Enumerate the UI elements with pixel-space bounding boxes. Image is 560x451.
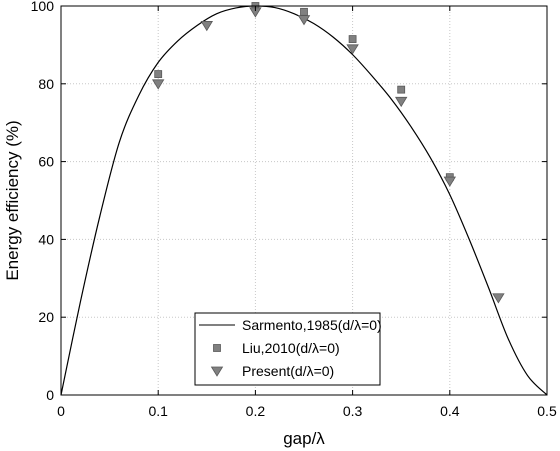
liu-marker-4 xyxy=(397,85,406,94)
liu-marker-0 xyxy=(154,70,163,78)
y-tick-label-3: 60 xyxy=(38,154,54,170)
legend-entry-sarmento: Sarmento,1985(d/λ=0) xyxy=(242,317,382,333)
liu-marker-3 xyxy=(348,35,357,43)
x-tick-label-2: 0.2 xyxy=(246,403,266,419)
y-tick-label-2: 40 xyxy=(38,231,54,247)
present-marker-1 xyxy=(200,21,214,32)
legend-entry-present: Present(d/λ=0) xyxy=(242,363,334,379)
present-marker-3 xyxy=(297,15,311,26)
axes-frame xyxy=(60,5,548,396)
present-marker-5 xyxy=(394,96,408,108)
markers xyxy=(151,2,505,304)
present-marker-0 xyxy=(151,79,165,90)
x-tick-label-1: 0.1 xyxy=(148,403,168,419)
present-marker-4 xyxy=(346,44,359,55)
legend: Sarmento,1985(d/λ=0) Liu,2010(d/λ=0) Pre… xyxy=(194,312,382,386)
ticks: 0 0.1 0.2 0.3 0.4 0.5 0 20 40 60 80 100 xyxy=(31,0,557,419)
x-tick-label-3: 0.3 xyxy=(343,403,363,419)
y-tick-label-0: 0 xyxy=(46,387,54,403)
x-tick-label-4: 0.4 xyxy=(440,403,460,419)
y-tick-label-4: 80 xyxy=(38,76,54,92)
y-tick-label-1: 20 xyxy=(38,309,54,325)
y-axis-label: Energy efficiency (%) xyxy=(3,120,22,280)
x-tick-label-5: 0.5 xyxy=(537,403,557,419)
present-marker-6 xyxy=(443,176,457,187)
x-tick-label-0: 0 xyxy=(57,403,65,419)
y-tick-label-5: 100 xyxy=(31,0,55,14)
legend-swatch-liu-square xyxy=(213,344,221,352)
x-axis-label: gap/λ xyxy=(283,429,325,448)
present-marker-7 xyxy=(492,293,505,304)
legend-swatch-present-triangle xyxy=(210,366,224,377)
liu-marker-2 xyxy=(300,7,308,16)
legend-entry-liu: Liu,2010(d/λ=0) xyxy=(242,340,340,356)
